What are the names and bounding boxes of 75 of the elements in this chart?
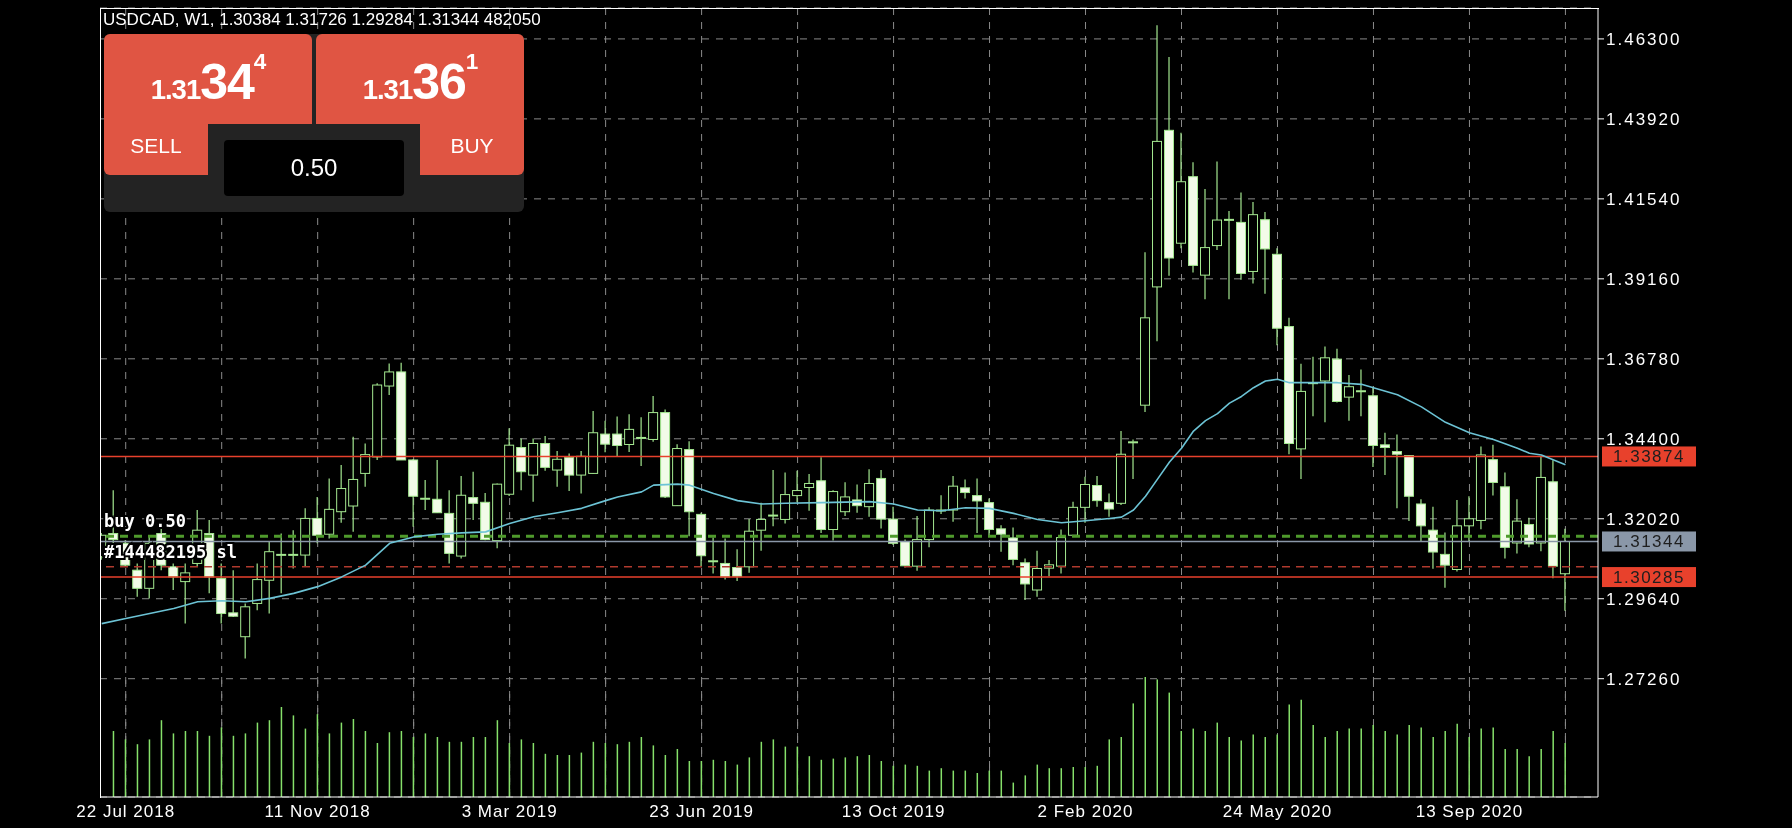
candlestick	[1080, 476, 1091, 524]
candlestick	[564, 452, 575, 492]
candlestick	[624, 413, 635, 453]
candlestick	[228, 569, 239, 618]
candlestick	[1319, 345, 1330, 423]
candlestick	[600, 420, 611, 453]
candlestick	[768, 469, 779, 527]
candlestick	[972, 477, 983, 534]
candlestick	[636, 416, 647, 467]
candlestick	[1104, 492, 1115, 518]
candlestick	[1415, 498, 1426, 542]
ref-line-label: 1.30285	[1613, 568, 1685, 588]
candlestick	[1487, 444, 1498, 497]
candlestick	[792, 470, 803, 503]
candlestick	[708, 536, 719, 575]
candlestick	[384, 362, 395, 396]
candlestick	[1463, 495, 1474, 542]
candlestick	[468, 471, 479, 521]
y-tick-label: 1.39160	[1606, 269, 1682, 289]
candlestick	[1128, 438, 1139, 480]
candlestick	[552, 450, 563, 488]
candlestick	[1032, 550, 1043, 598]
candlestick	[996, 524, 1007, 553]
annotation: BUY	[449, 134, 495, 159]
candlestick	[1511, 498, 1522, 554]
y-tick-label: 1.41540	[1606, 189, 1682, 209]
candlestick	[1427, 506, 1438, 570]
annotation: 1.3136$^{1}$	[362, 49, 478, 110]
y-tick-label: 1.36780	[1606, 349, 1682, 369]
candlestick	[1020, 557, 1031, 601]
x-tick-label: 13 Oct 2019	[841, 802, 946, 822]
x-tick-label: 24 May 2020	[1222, 802, 1333, 822]
y-tick-label: 1.34400	[1606, 429, 1682, 449]
candlestick	[1224, 210, 1234, 300]
candlestick	[612, 416, 623, 457]
candlestick	[1355, 368, 1366, 417]
candlestick	[360, 442, 371, 488]
candlestick	[252, 562, 263, 611]
x-tick-label: 23 Jun 2019	[649, 802, 754, 822]
x-tick-label: 22 Jul 2018	[76, 802, 176, 822]
candlestick	[312, 496, 323, 544]
candlestick	[432, 459, 443, 514]
candlestick	[540, 435, 551, 472]
ref-line-label: 1.33874	[1613, 447, 1685, 467]
x-tick-label: 11 Nov 2018	[264, 802, 371, 822]
candlestick	[276, 532, 287, 594]
candlestick	[1439, 531, 1450, 589]
candlestick	[420, 479, 431, 511]
y-tick-label: 1.43920	[1606, 109, 1682, 129]
candlestick	[1523, 517, 1534, 548]
candlestick	[1008, 526, 1019, 566]
candlestick	[1391, 433, 1402, 509]
y-tick-label: 1.29640	[1606, 589, 1682, 609]
x-tick-label: 13 Sep 2020	[1415, 802, 1524, 822]
annotation: 1.3134$^{4}$	[150, 49, 266, 110]
candlestick	[960, 478, 971, 500]
y-tick-label: 1.46300	[1606, 29, 1682, 49]
line-series	[100, 378, 1567, 625]
annotation: SELL	[129, 134, 183, 159]
candlestick	[576, 450, 587, 495]
volume-field: 0.50	[224, 140, 404, 196]
chart-title: USDCAD, W1, 1.30384 1.31726 1.29284 1.31344 482050	[103, 10, 541, 30]
x-tick-label: 2 Feb 2020	[1037, 802, 1134, 822]
candlestick	[1092, 475, 1103, 508]
candlestick	[864, 468, 875, 518]
candlestick	[336, 464, 347, 524]
candlestick	[1343, 374, 1354, 422]
y-tick-label: 1.27260	[1606, 669, 1682, 689]
candlestick	[756, 502, 767, 552]
x-tick-label: 3 Mar 2019	[461, 802, 558, 822]
y-tick-label: 1.32020	[1606, 509, 1682, 529]
ref-line-label: 1.31344	[1613, 532, 1685, 552]
candlestick	[804, 473, 815, 512]
candlestick	[1379, 432, 1390, 476]
candlestick	[948, 475, 959, 523]
